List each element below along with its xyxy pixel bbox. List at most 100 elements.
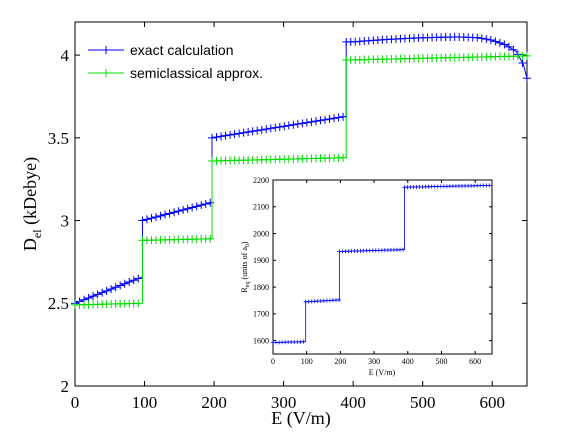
main-series-0-marker [248,127,257,136]
main-series-0-marker [230,130,239,139]
inset-y-label-sub2: 0 [245,244,251,247]
main-y-tick-label: 3 [61,211,70,230]
main-series-0-marker [486,35,495,44]
inset-plot-frame [272,179,493,355]
main-series-0-marker [253,126,262,135]
main-series-0-marker [262,125,271,134]
inset-x-tick-label: 100 [301,357,313,366]
main-x-tick-label: 400 [340,393,366,412]
inset-y-tick-label: 2200 [253,176,269,185]
legend-marker-exact [102,46,110,54]
main-series-0-marker [311,117,320,126]
main-series-0-marker [165,209,174,218]
main-series-0-marker [280,122,289,131]
main-series-0-marker [120,279,129,288]
main-series-1-marker [523,51,531,60]
inset-series-0-marker [401,247,406,252]
main-series-0-marker [239,128,248,137]
main-series-0-marker [217,132,226,141]
inset-x-tick-label: 200 [334,357,346,366]
main-series-0-marker [174,207,183,216]
main-series-0-marker [271,123,280,132]
main-axis-ticks [74,22,527,387]
main-series-0-marker [482,35,491,44]
main-series-0-marker [179,205,188,214]
main-series-0-marker [142,215,151,224]
inset-series-0-marker [487,183,492,188]
main-y-tick-label: 3.5 [48,129,69,148]
main-series-1-marker [134,299,143,308]
inset-x-tick-label: 400 [402,357,414,366]
inset-x-tick-label: 600 [469,357,481,366]
main-series-layer [71,32,531,309]
inset-y-tick-label: 2000 [253,229,269,238]
main-series-0-marker [518,59,527,68]
inset-axis-ticks [272,179,492,354]
main-series-0-marker [293,120,302,129]
main-series-0-marker [316,116,325,125]
main-series-0-marker [111,283,120,292]
legend-label-semiclassical: semiclassical approx. [130,65,263,81]
legend-marker-semiclassical [102,69,110,77]
main-series-0-marker [221,131,230,140]
main-series-0-marker [226,130,235,139]
main-series-1 [71,51,531,309]
main-series-0-marker [473,33,482,42]
main-y-axis-label: Del (kDebye) [20,157,44,251]
main-series-0-marker [152,212,161,221]
inset-y-tick-label: 1700 [253,310,269,319]
main-series-1-marker [339,153,348,162]
main-x-tick-label: 0 [71,393,80,412]
main-series-0-marker [275,122,284,131]
main-series-0-marker [495,38,504,47]
inset-series-0-marker [337,297,342,302]
main-series-0-marker [188,203,197,212]
inset-y-tick-label: 1600 [253,336,269,345]
main-series-0-marker [500,40,509,49]
main-series-0-marker [523,74,531,83]
main-series-1-marker [206,234,215,243]
main-series-0-marker [192,202,201,211]
main-series-0-marker [325,114,334,123]
main-series-0-marker [138,216,147,225]
main-series-0-marker [257,125,266,134]
main-series-0-marker [244,128,253,137]
main-x-tick-label: 600 [479,393,505,412]
main-x-tick-label: 100 [132,393,158,412]
main-y-tick-label: 2.5 [48,294,69,313]
main-series-0-marker [289,120,298,129]
inset-series-0 [271,183,493,345]
main-x-tick-label: 300 [271,393,297,412]
main-series-0-marker [125,277,134,286]
main-series-0-marker [156,211,165,220]
main-y-label-unit: (kDebye) [20,157,41,229]
inset-x-tick-label: 500 [435,357,447,366]
main-series-0-marker [307,117,316,126]
legend-entry-exact: exact calculation [88,42,234,58]
main-series-0-marker [491,37,500,46]
inset-y-tick-label: 1800 [253,283,269,292]
main-series-0-marker [107,285,116,294]
main-series-0-marker [206,198,215,207]
inset-y-tick-label: 1900 [253,256,269,265]
main-series-0-marker [504,42,513,51]
inset-y-tick-label: 2100 [253,203,269,212]
main-y-tick-label: 4 [61,46,70,65]
main-series-0-marker [197,201,206,210]
main-series-0-marker [161,210,170,219]
main-series-0-marker [212,133,221,142]
inset-series-0-marker [301,339,306,344]
legend: exact calculation semiclassical approx. [88,42,263,81]
main-series-0-marker [298,119,307,128]
main-series-0-marker [89,292,98,301]
inset-y-label-end: ) [240,241,249,244]
inset-y-label-main: R [240,287,249,293]
main-x-axis-label: E (V/m) [271,408,330,429]
main-series-0-marker [266,124,275,133]
main-series-0-marker [183,204,192,213]
main-series-0-marker [284,121,293,130]
main-x-tick-label: 200 [201,393,227,412]
main-series-0-marker [334,113,343,122]
main-series-0-marker [134,274,143,283]
